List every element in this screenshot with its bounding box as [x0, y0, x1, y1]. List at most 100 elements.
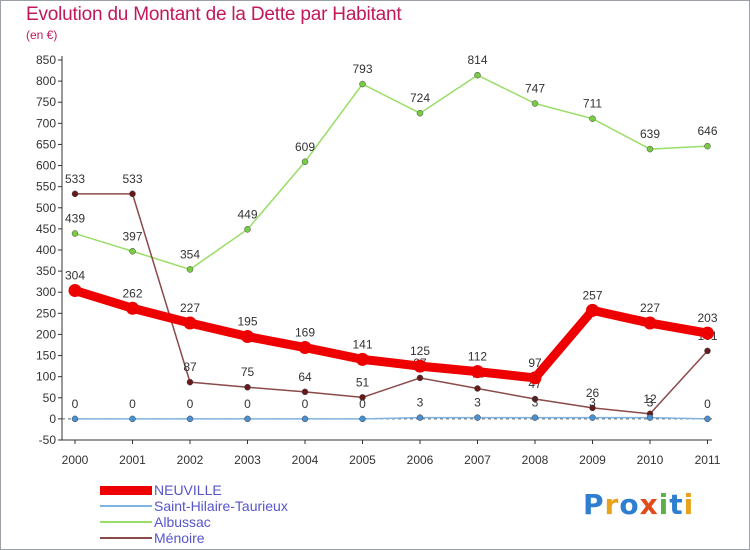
data-label-albussac: 747: [525, 81, 545, 95]
data-label-saint-hilaire-taurieux: 3: [647, 396, 654, 410]
data-label-albussac: 354: [180, 247, 200, 261]
y-tick-label: 250: [36, 306, 56, 320]
logo-letter: i: [683, 488, 695, 521]
data-label-albussac: 724: [410, 91, 430, 105]
data-label-saint-hilaire-taurieux: 0: [244, 397, 251, 411]
y-tick-label: 150: [36, 349, 56, 363]
y-tick-label: 550: [36, 180, 56, 194]
data-label-albussac: 639: [640, 127, 660, 141]
data-point-menoire: [186, 378, 194, 386]
legend-label: Ménoire: [154, 530, 205, 546]
data-label-neuville: 125: [410, 344, 430, 358]
data-point-albussac: [244, 226, 251, 233]
data-label-menoire: 26: [586, 386, 600, 400]
legend-item: Albussac: [100, 514, 211, 530]
data-label-menoire: 533: [122, 172, 142, 186]
data-point-menoire: [244, 383, 251, 391]
legend-swatch: [100, 521, 152, 523]
data-point-menoire: [71, 190, 79, 198]
data-point-saint-hilaire-taurieux: [646, 414, 654, 421]
y-tick-label: -50: [39, 433, 57, 447]
data-label-albussac: 609: [295, 140, 315, 154]
data-point-menoire: [589, 404, 596, 412]
data-label-saint-hilaire-taurieux: 0: [302, 397, 309, 411]
data-point-neuville: [298, 341, 312, 355]
data-label-saint-hilaire-taurieux: 3: [532, 396, 539, 410]
data-label-menoire: 51: [356, 375, 370, 389]
legend-swatch: [100, 505, 152, 507]
data-point-neuville: [183, 316, 197, 330]
logo-letter: i: [658, 488, 670, 521]
legend-item: Ménoire: [100, 530, 205, 546]
legend-label: Albussac: [154, 514, 211, 530]
logo-letter: x: [639, 488, 659, 521]
proxiti-logo: Proxiti: [583, 488, 694, 521]
data-point-albussac: [704, 142, 711, 150]
data-point-saint-hilaire-taurieux: [359, 415, 366, 423]
data-point-neuville: [126, 301, 139, 315]
y-tick-label: 500: [36, 201, 56, 215]
data-point-saint-hilaire-taurieux: [589, 414, 596, 421]
data-point-albussac: [589, 115, 596, 122]
data-point-saint-hilaire-taurieux: [129, 415, 136, 423]
data-point-menoire: [531, 395, 539, 403]
data-label-albussac: 711: [583, 97, 602, 111]
data-point-neuville: [68, 284, 82, 298]
data-label-saint-hilaire-taurieux: 0: [129, 397, 136, 411]
data-point-saint-hilaire-taurieux: [71, 415, 79, 423]
data-point-neuville: [528, 371, 542, 385]
y-tick-label: 850: [36, 53, 56, 67]
logo-letter: P: [583, 488, 605, 521]
data-point-saint-hilaire-taurieux: [186, 415, 194, 423]
data-label-saint-hilaire-taurieux: 0: [359, 397, 366, 411]
x-tick-label: 2011: [695, 453, 721, 467]
data-label-neuville: 203: [697, 311, 717, 325]
data-label-albussac: 449: [237, 207, 257, 221]
y-tick-label: 750: [36, 95, 56, 109]
data-point-neuville: [241, 330, 254, 344]
data-label-saint-hilaire-taurieux: 3: [589, 396, 596, 410]
data-label-neuville: 257: [582, 288, 602, 302]
data-label-saint-hilaire-taurieux: 3: [417, 396, 424, 410]
data-label-menoire: 533: [65, 172, 85, 186]
data-point-albussac: [531, 100, 539, 107]
legend-item: Saint-Hilaire-Taurieux: [100, 498, 288, 514]
y-tick-label: 650: [36, 137, 56, 151]
data-point-menoire: [474, 385, 481, 392]
legend-label: Saint-Hilaire-Taurieux: [154, 498, 288, 514]
y-tick-label: 100: [36, 370, 56, 384]
data-point-albussac: [129, 248, 136, 255]
data-point-albussac: [186, 266, 194, 273]
data-point-saint-hilaire-taurieux: [301, 415, 309, 423]
data-point-saint-hilaire-taurieux: [531, 414, 539, 421]
y-tick-label: 600: [36, 159, 56, 173]
chart-title: Evolution du Montant de la Dette par Hab…: [26, 4, 402, 25]
data-point-menoire: [359, 394, 366, 401]
legend-item: NEUVILLE: [100, 482, 222, 498]
data-point-menoire: [704, 347, 711, 355]
data-label-neuville: 112: [468, 350, 487, 364]
y-tick-label: 700: [36, 116, 56, 130]
data-point-neuville: [586, 303, 599, 317]
data-point-albussac: [646, 145, 654, 153]
data-point-albussac: [416, 109, 424, 117]
data-point-neuville: [701, 326, 714, 340]
data-point-albussac: [301, 158, 309, 166]
data-label-neuville: 169: [295, 326, 315, 340]
legend-swatch: [100, 485, 152, 495]
data-point-menoire: [129, 190, 136, 198]
data-point-neuville: [413, 359, 427, 373]
data-point-neuville: [643, 316, 657, 330]
data-label-saint-hilaire-taurieux: 0: [704, 397, 711, 411]
x-tick-label: 2002: [177, 453, 204, 467]
data-label-saint-hilaire-taurieux: 0: [187, 397, 194, 411]
x-tick-label: 2009: [579, 453, 606, 467]
x-tick-label: 2000: [62, 453, 89, 467]
y-tick-label: 50: [43, 391, 57, 405]
x-tick-label: 2004: [292, 453, 319, 467]
data-label-saint-hilaire-taurieux: 3: [474, 396, 481, 410]
unit-label: (en €): [26, 28, 58, 42]
data-label-neuville: 141: [352, 337, 372, 351]
data-label-albussac: 793: [352, 62, 372, 76]
